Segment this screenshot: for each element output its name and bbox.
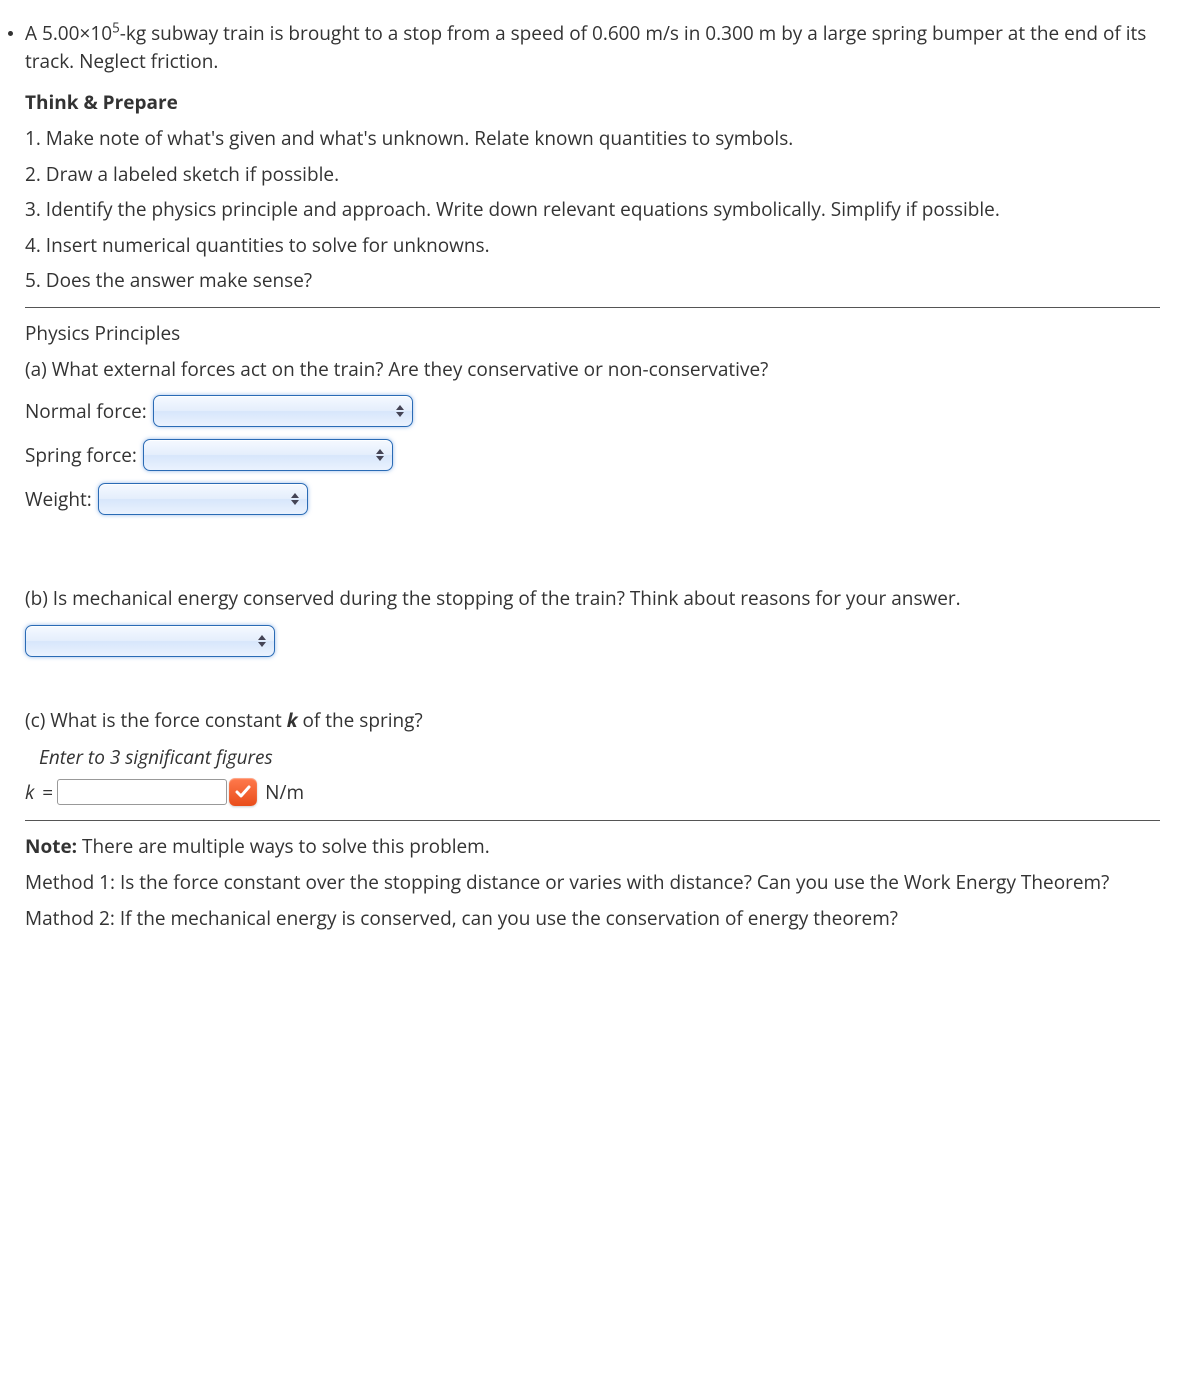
spinner-icon xyxy=(396,405,404,417)
step-1: 1. Make note of what's given and what's … xyxy=(25,125,1160,153)
part-c-k: k xyxy=(287,707,298,733)
spinner-icon xyxy=(258,635,266,647)
note-bold: Note: xyxy=(25,833,77,859)
list-bullet xyxy=(8,31,13,36)
unit-label: N/m xyxy=(265,779,304,805)
weight-select[interactable] xyxy=(98,483,308,515)
mass-suffix: -kg subway train is brought to a stop fr… xyxy=(25,20,1146,74)
note-rest: There are multiple ways to solve this pr… xyxy=(77,833,490,859)
spinner-icon xyxy=(376,449,384,461)
problem-content: A 5.00×105-kg subway train is brought to… xyxy=(25,20,1180,940)
checkmark-icon xyxy=(235,784,251,800)
method-1: Method 1: Is the force constant over the… xyxy=(25,869,1160,897)
spinner-icon xyxy=(291,493,299,505)
step-3: 3. Identify the physics principle and ap… xyxy=(25,196,1160,224)
think-prepare-title: Think & Prepare xyxy=(25,89,1160,115)
divider-1 xyxy=(25,307,1160,308)
step-5: 5. Does the answer make sense? xyxy=(25,267,1160,295)
energy-conserved-select[interactable] xyxy=(25,625,275,657)
divider-2 xyxy=(25,820,1160,821)
k-symbol: k xyxy=(25,779,34,805)
part-c-pre: (c) What is the force constant xyxy=(25,707,287,733)
normal-force-select[interactable] xyxy=(153,395,413,427)
step-2: 2. Draw a labeled sketch if possible. xyxy=(25,161,1160,189)
weight-label: Weight: xyxy=(25,486,92,512)
note-title: Note: There are multiple ways to solve t… xyxy=(25,833,1160,861)
spring-force-select[interactable] xyxy=(143,439,393,471)
part-c-post: of the spring? xyxy=(298,707,423,733)
step-4: 4. Insert numerical quantities to solve … xyxy=(25,232,1160,260)
check-answer-button[interactable] xyxy=(229,778,257,806)
mass-exp-base: ×10 xyxy=(80,20,113,46)
method-2: Mathod 2: If the mechanical energy is co… xyxy=(25,905,1160,933)
part-a-question: (a) What external forces act on the trai… xyxy=(25,356,1160,384)
k-value-input[interactable] xyxy=(57,779,227,805)
spring-force-label: Spring force: xyxy=(25,442,137,468)
physics-principles-title: Physics Principles xyxy=(25,320,1160,346)
equals-sign: = xyxy=(42,779,53,805)
normal-force-label: Normal force: xyxy=(25,398,147,424)
mass-prefix: A 5.00 xyxy=(25,20,80,46)
part-b-question: (b) Is mechanical energy conserved durin… xyxy=(25,585,1160,613)
problem-statement: A 5.00×105-kg subway train is brought to… xyxy=(25,20,1160,75)
mass-exponent: 5 xyxy=(112,19,120,37)
sig-fig-hint: Enter to 3 significant figures xyxy=(39,744,1160,770)
part-c-question: (c) What is the force constant k of the … xyxy=(25,707,1160,735)
